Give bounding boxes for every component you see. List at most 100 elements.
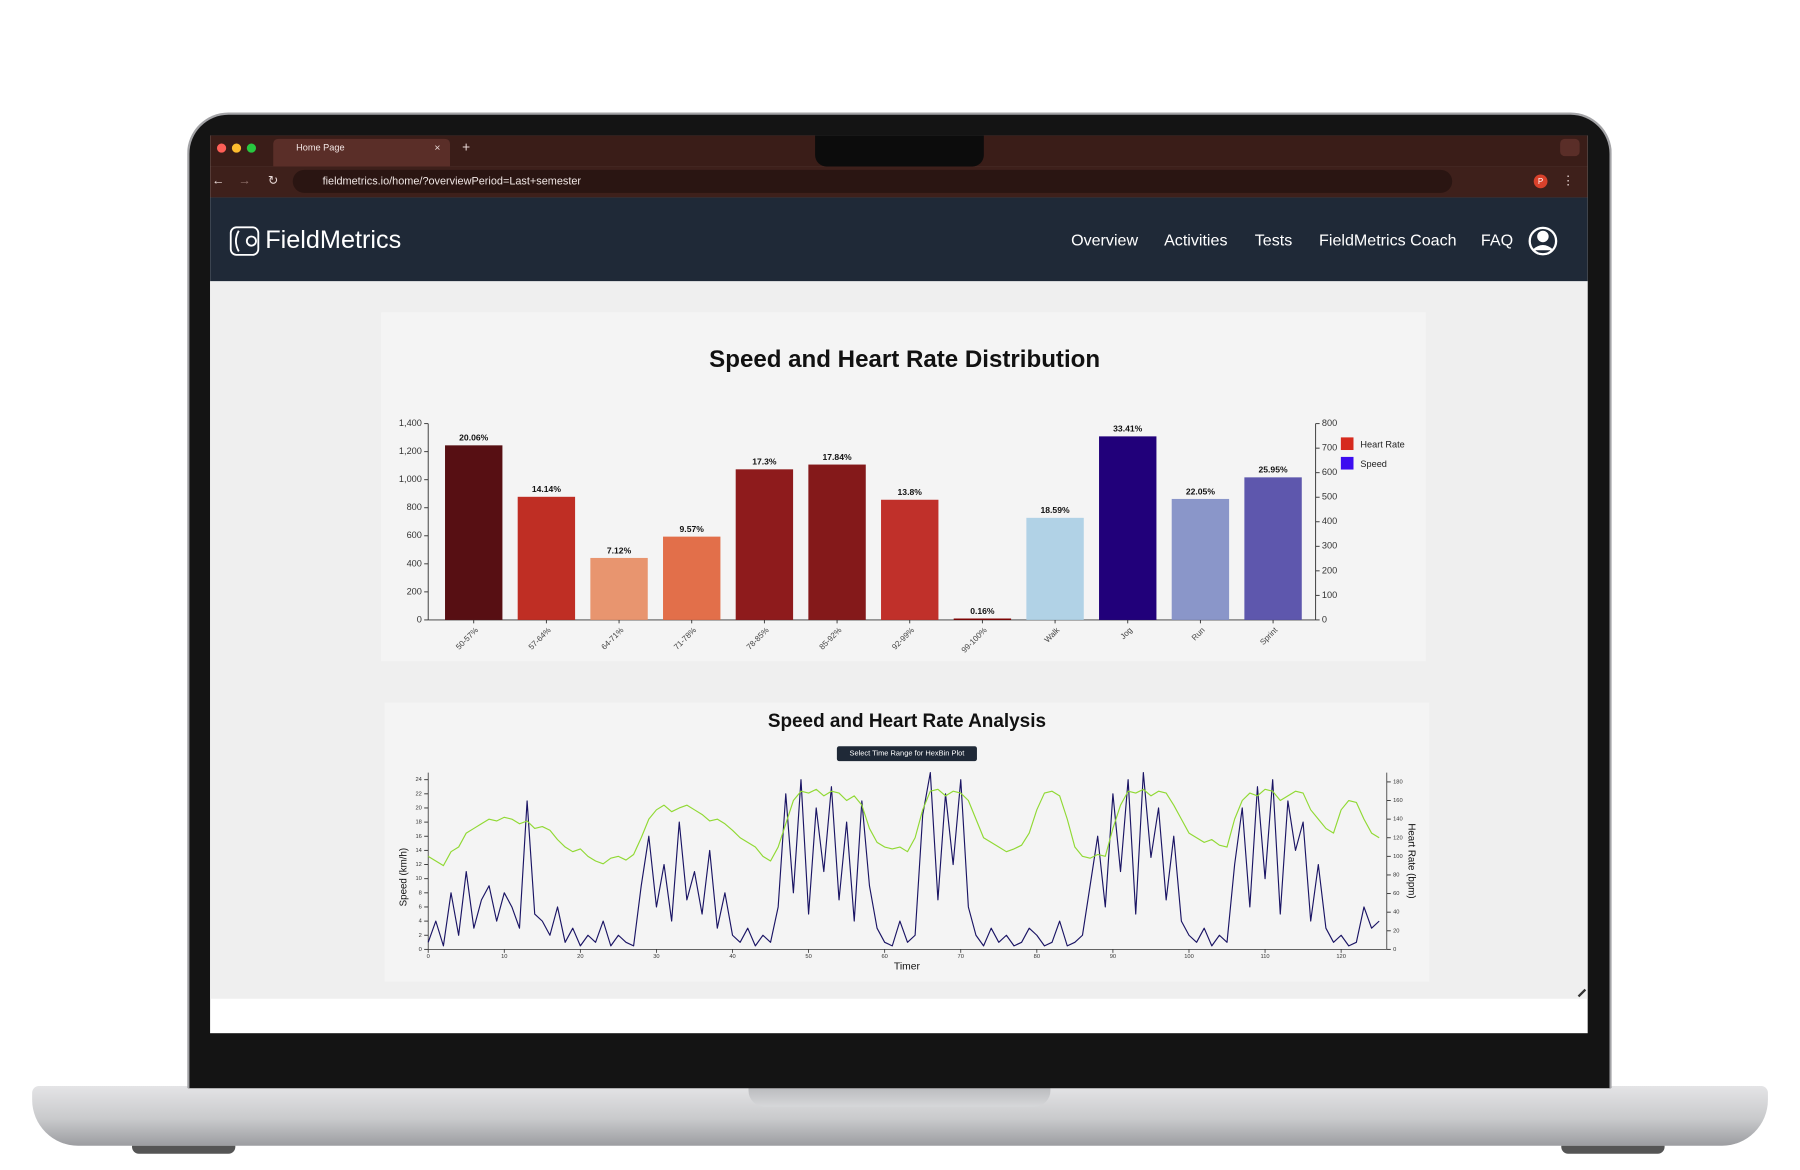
y-tick-label: 0 xyxy=(419,947,422,953)
window-minimize[interactable] xyxy=(231,143,242,153)
bar-label: 18.59% xyxy=(1040,505,1070,515)
account-icon[interactable] xyxy=(1528,226,1558,256)
x-tick-label: 90 xyxy=(1110,954,1116,960)
bar-label: 17.84% xyxy=(822,452,852,462)
y2-tick-label: 60 xyxy=(1393,891,1399,897)
resize-handle xyxy=(1577,988,1587,998)
nav-link[interactable]: Activities xyxy=(1164,230,1228,250)
y2-tick-label: 100 xyxy=(1393,854,1403,860)
bar-label: 13.8% xyxy=(898,487,923,497)
legend-label: Speed xyxy=(1360,459,1387,469)
y2-axis-label: Heart Rate (bpm) xyxy=(1405,823,1416,898)
x-tick-label: 85-92% xyxy=(818,626,844,652)
y2-tick-label: 300 xyxy=(1322,541,1337,551)
bar xyxy=(590,557,648,620)
window-close[interactable] xyxy=(216,143,227,153)
x-tick-label: 78-85% xyxy=(745,626,771,652)
x-tick-label: 60 xyxy=(881,954,887,960)
bar-label: 14.14% xyxy=(532,484,562,494)
y2-tick-label: 200 xyxy=(1322,565,1337,575)
address-field[interactable] xyxy=(292,169,1453,193)
bar-label: 20.06% xyxy=(459,433,489,443)
bar xyxy=(517,496,576,620)
y2-tick-label: 500 xyxy=(1322,492,1337,502)
y-tick-label: 18 xyxy=(415,820,421,826)
y-tick-label: 4 xyxy=(419,919,423,925)
y2-tick-label: 400 xyxy=(1322,516,1337,526)
bar xyxy=(663,536,721,620)
back[interactable]: ← xyxy=(212,174,225,188)
y-tick-label: 10 xyxy=(415,876,421,882)
y-axis-label: Speed (km/h) xyxy=(399,848,410,907)
y-tick-label: 12 xyxy=(415,862,421,868)
y-tick-label: 8 xyxy=(419,890,422,896)
browser-menu[interactable]: ⋮ xyxy=(1562,174,1575,188)
y2-tick-label: 20 xyxy=(1393,928,1399,934)
y-tick-label: 14 xyxy=(415,848,422,854)
x-tick-label: 30 xyxy=(653,954,659,960)
y2-tick-label: 140 xyxy=(1393,817,1403,823)
hexbin-button[interactable]: Select Time Range for HexBin Plot xyxy=(836,746,977,762)
profile-initial: P xyxy=(1538,177,1543,186)
laptop-notch xyxy=(748,1086,1051,1107)
y2-tick-label: 100 xyxy=(1322,590,1337,600)
bar xyxy=(953,618,1012,620)
x-tick-label: 64-71% xyxy=(600,626,626,652)
x-tick-label: 120 xyxy=(1336,954,1346,960)
nav-link[interactable]: FAQ xyxy=(1480,230,1514,250)
nav-link[interactable]: FieldMetrics Coach xyxy=(1319,230,1457,250)
x-tick-label: 92-99% xyxy=(890,626,916,652)
bar-label: 0.16% xyxy=(970,606,995,616)
bar xyxy=(735,469,794,620)
x-tick-label: 80 xyxy=(1034,954,1040,960)
x-tick-label: Sprint xyxy=(1258,625,1280,647)
chart-title: Speed and Heart Rate Distribution xyxy=(709,346,1100,373)
bar-label: 25.95% xyxy=(1258,465,1288,475)
y-tick-label: 200 xyxy=(407,586,422,596)
nav-link[interactable]: Tests xyxy=(1254,230,1293,250)
bar xyxy=(445,445,503,620)
y-tick-label: 1,200 xyxy=(399,446,422,456)
bar-label: 17.3% xyxy=(752,457,777,467)
reload[interactable]: ↻ xyxy=(268,174,279,188)
tab-menu[interactable] xyxy=(1560,138,1580,157)
chart-title: Speed and Heart Rate Analysis xyxy=(768,711,1046,732)
profile[interactable] xyxy=(1533,174,1548,189)
y2-tick-label: 160 xyxy=(1393,798,1403,804)
brand[interactable]: FieldMetrics xyxy=(265,226,401,254)
y-tick-label: 24 xyxy=(415,777,422,783)
bar xyxy=(1244,477,1302,620)
x-tick-label: 100 xyxy=(1184,954,1194,960)
x-tick-label: 40 xyxy=(729,954,735,960)
tab[interactable] xyxy=(273,138,451,167)
y-tick-label: 800 xyxy=(407,502,422,512)
y-tick-label: 22 xyxy=(415,791,421,797)
window-maximize[interactable] xyxy=(246,143,257,153)
y2-tick-label: 80 xyxy=(1393,872,1399,878)
y-tick-label: 0 xyxy=(417,614,422,624)
y-tick-label: 1,000 xyxy=(399,474,422,484)
navbar xyxy=(210,197,1588,282)
laptop-foot xyxy=(132,1145,236,1154)
bar xyxy=(1099,436,1157,620)
forward[interactable]: → xyxy=(238,174,251,188)
y2-tick-label: 700 xyxy=(1322,443,1337,453)
bar xyxy=(881,499,939,620)
new-tab[interactable]: + xyxy=(462,140,470,155)
y2-tick-label: 180 xyxy=(1393,779,1403,785)
x-tick-label: 70 xyxy=(958,954,964,960)
x-axis-label: Timer xyxy=(894,961,921,972)
y-tick-label: 16 xyxy=(415,834,421,840)
y2-tick-label: 800 xyxy=(1322,418,1337,428)
x-tick-label: 0 xyxy=(427,954,430,960)
x-tick-label: Jog xyxy=(1119,626,1135,642)
x-tick-label: 10 xyxy=(501,954,507,960)
tab-close[interactable]: × xyxy=(434,143,440,154)
nav-link[interactable]: Overview xyxy=(1071,230,1139,250)
bar-label: 22.05% xyxy=(1186,486,1216,496)
x-tick-label: 71-78% xyxy=(672,626,698,652)
legend-swatch xyxy=(1340,456,1354,470)
x-tick-label: 50-57% xyxy=(454,626,480,652)
